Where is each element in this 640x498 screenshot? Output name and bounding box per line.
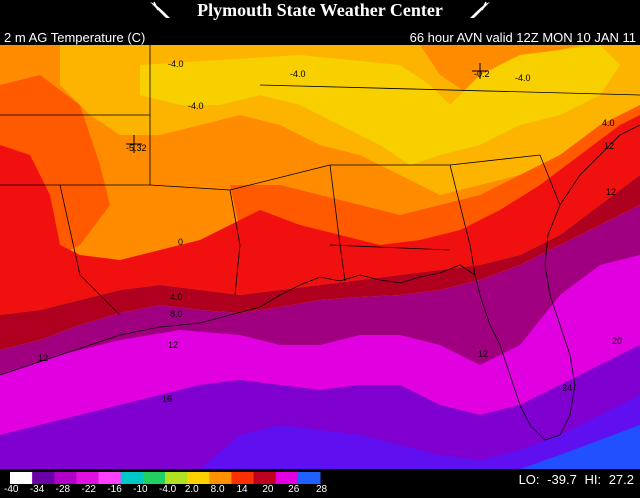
lo-hi-readout: LO: -39.7 HI: 27.2 — [515, 472, 634, 487]
station-markers — [126, 63, 488, 153]
header-bar: Plymouth State Weather Center — [0, 0, 640, 28]
station-marker-icon — [472, 63, 488, 79]
state-line — [330, 164, 476, 276]
contour-label: -0.2 — [474, 69, 490, 79]
color-scale-swatch — [32, 472, 55, 484]
lo-label: LO: — [518, 472, 540, 487]
contour-label: 8.0 — [170, 309, 183, 319]
color-scale-tick: 8.0 — [210, 484, 225, 495]
color-scale-tick: -16 — [107, 484, 122, 495]
color-scale-swatch — [142, 472, 166, 484]
contour-label: 24 — [562, 383, 572, 393]
color-scale-tick: -22 — [81, 484, 96, 495]
color-scale-swatch — [165, 472, 188, 484]
contour-label: 12 — [168, 340, 178, 350]
color-scale-bar: -40 -34 -28 -22 -16 -10 -4.0 2.0 8.0 14 20 26 28 LO:… — [0, 470, 640, 498]
contour-label: 12 — [38, 353, 48, 363]
hi-label: HI: — [584, 472, 602, 487]
site-title: Plymouth State Weather Center — [197, 0, 443, 20]
contour-label: 4.0 — [602, 118, 615, 128]
blue-region — [520, 425, 640, 469]
lo-value: -39.7 — [547, 472, 577, 487]
field-label: 2 m AG Temperature (C) — [4, 30, 146, 45]
temperature-map: -4.0 -4.0 -4.0 -4.0 -0.2 -5.32 4.0 0 4.0… — [0, 45, 640, 469]
state-line — [259, 84, 640, 96]
blue-violet-region — [200, 395, 640, 469]
contour-label: -4.0 — [290, 69, 306, 79]
contour-label: 12 — [604, 141, 614, 151]
contour-label: -4.0 — [515, 73, 531, 83]
state-line — [229, 164, 346, 282]
feather-logo-icon — [150, 1, 170, 18]
color-scale-tick: -10 — [133, 484, 148, 495]
coastline — [0, 124, 640, 441]
contour-label: 16 — [162, 394, 172, 404]
dark-red-band — [0, 175, 640, 350]
station-marker-icon — [126, 135, 142, 153]
yellow-core — [140, 45, 620, 165]
contour-label: -4.0 — [188, 101, 204, 111]
contour-label: 20 — [612, 336, 622, 346]
color-scale-swatch — [120, 472, 144, 484]
state-line — [449, 154, 561, 206]
color-scale-tick: 26 — [288, 484, 300, 495]
state-line — [329, 244, 451, 251]
contour-label: 0 — [178, 237, 183, 247]
contour-label: 12 — [478, 349, 488, 359]
contour-label: -4.0 — [168, 59, 184, 69]
color-scale-swatch — [76, 472, 100, 484]
color-scale-swatch — [297, 472, 321, 484]
feather-logo-icon — [470, 1, 490, 18]
color-scale — [10, 472, 321, 484]
boundaries — [0, 45, 640, 441]
contour-label: 12 — [606, 187, 616, 197]
color-scale-tick: 2.0 — [184, 484, 199, 495]
magenta-region — [0, 255, 640, 435]
hi-value: 27.2 — [608, 472, 634, 487]
contour-label: 4.0 — [170, 292, 183, 302]
color-scale-tick: -40 — [4, 484, 19, 495]
state-line — [59, 184, 121, 316]
color-scale-swatch — [187, 472, 210, 484]
violet-region — [0, 345, 640, 469]
color-scale-tick: 28 — [316, 484, 328, 495]
contour-labels: -4.0 -4.0 -4.0 -4.0 -0.2 -5.32 4.0 0 4.0… — [38, 59, 622, 404]
color-scale-tick: -4.0 — [159, 484, 177, 495]
color-scale-swatch — [253, 472, 277, 484]
color-scale-swatch — [209, 472, 232, 484]
color-scale-tick: 14 — [236, 484, 248, 495]
color-scale-swatch — [98, 472, 122, 484]
color-scale-tick: 20 — [262, 484, 274, 495]
contour-label: -5.32 — [126, 143, 147, 153]
color-scale-tick: -28 — [55, 484, 71, 495]
color-scale-swatch — [275, 472, 299, 484]
color-scale-swatch — [231, 472, 255, 484]
color-scale-tick: -34 — [29, 484, 45, 495]
subheader: 2 m AG Temperature (C) 66 hour AVN valid… — [0, 28, 640, 45]
state-line — [149, 184, 241, 296]
color-scale-swatch — [10, 472, 33, 484]
valid-time-label: 66 hour AVN valid 12Z MON 10 JAN 11 — [409, 30, 636, 45]
color-scale-swatch — [54, 472, 77, 484]
